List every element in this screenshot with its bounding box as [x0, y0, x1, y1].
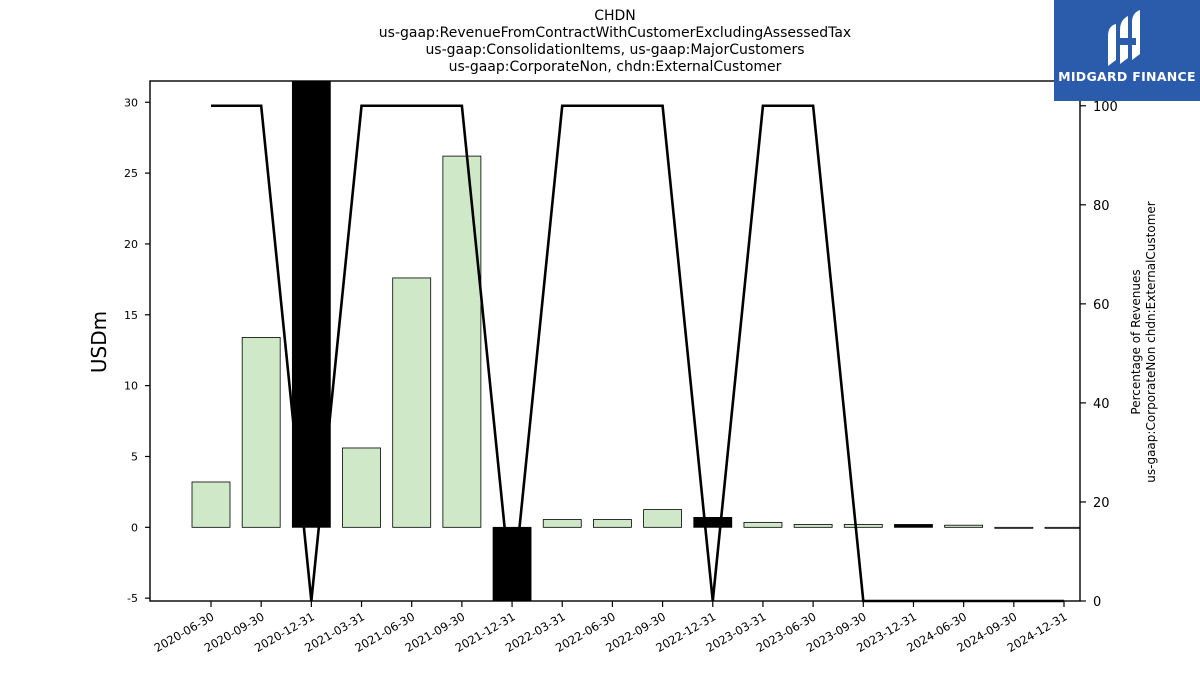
bar-2024-09-30 [994, 526, 1034, 529]
title-line-1: CHDN [594, 8, 636, 24]
bar-2023-12-31 [894, 524, 933, 528]
left-tick-label-25: 25 [124, 167, 138, 180]
left-tick-label-10: 10 [124, 380, 138, 393]
bar-2023-06-30 [793, 524, 833, 528]
left-axis-label: USDm [87, 310, 111, 374]
plot-frame [149, 80, 1081, 602]
left-tick-label-5: 5 [131, 450, 138, 463]
title-line-2: us-gaap:RevenueFromContractWithCustomerE… [378, 25, 852, 41]
percentage-line [211, 104, 1064, 603]
right-axis-label-line-2: us-gaap:CorporateNon chdn:ExternalCustom… [1144, 201, 1158, 483]
bar-2024-12-31 [1044, 526, 1080, 529]
right-axis-label-line-1: Percentage of Revenues [1129, 269, 1143, 415]
bar-2022-06-30 [593, 519, 632, 528]
bar-2020-09-30 [241, 337, 281, 528]
right-tick-label-20: 20 [1093, 496, 1110, 511]
bar-2022-03-31 [542, 519, 582, 528]
left-tick-label--5: -5 [127, 592, 138, 605]
bar-2021-03-31 [342, 447, 381, 528]
logo-text: MIDGARD FINANCE [1058, 69, 1196, 84]
midgard-logo-icon [1108, 10, 1140, 66]
right-tick-label-80: 80 [1093, 199, 1110, 214]
right-tick-label-60: 60 [1093, 298, 1110, 313]
left-tick-label-0: 0 [131, 521, 138, 534]
bar-2022-09-30 [643, 509, 682, 528]
bar-2020-12-31 [291, 81, 331, 528]
right-tick-label-100: 100 [1093, 100, 1118, 115]
title-line-4: us-gaap:CorporateNon, chdn:ExternalCusto… [448, 59, 782, 75]
bar-2020-06-30 [191, 481, 231, 528]
bar-2022-12-31 [693, 517, 733, 528]
left-tick-label-15: 15 [124, 309, 138, 322]
bar-2023-09-30 [843, 524, 883, 528]
left-tick-label-30: 30 [124, 96, 138, 109]
right-axis-label: Percentage of Revenues us-gaap:Corporate… [1129, 201, 1159, 482]
bar-2024-06-30 [944, 524, 984, 528]
midgard-logo: MIDGARD FINANCE [1054, 0, 1200, 101]
title-line-3: us-gaap:ConsolidationItems, us-gaap:Majo… [425, 42, 805, 58]
bar-2021-06-30 [392, 277, 432, 528]
right-tick-label-0: 0 [1093, 595, 1101, 610]
right-tick-label-40: 40 [1093, 397, 1110, 412]
left-tick-label-20: 20 [124, 238, 138, 251]
bar-2021-09-30 [442, 155, 482, 528]
bar-2023-03-31 [743, 521, 783, 528]
